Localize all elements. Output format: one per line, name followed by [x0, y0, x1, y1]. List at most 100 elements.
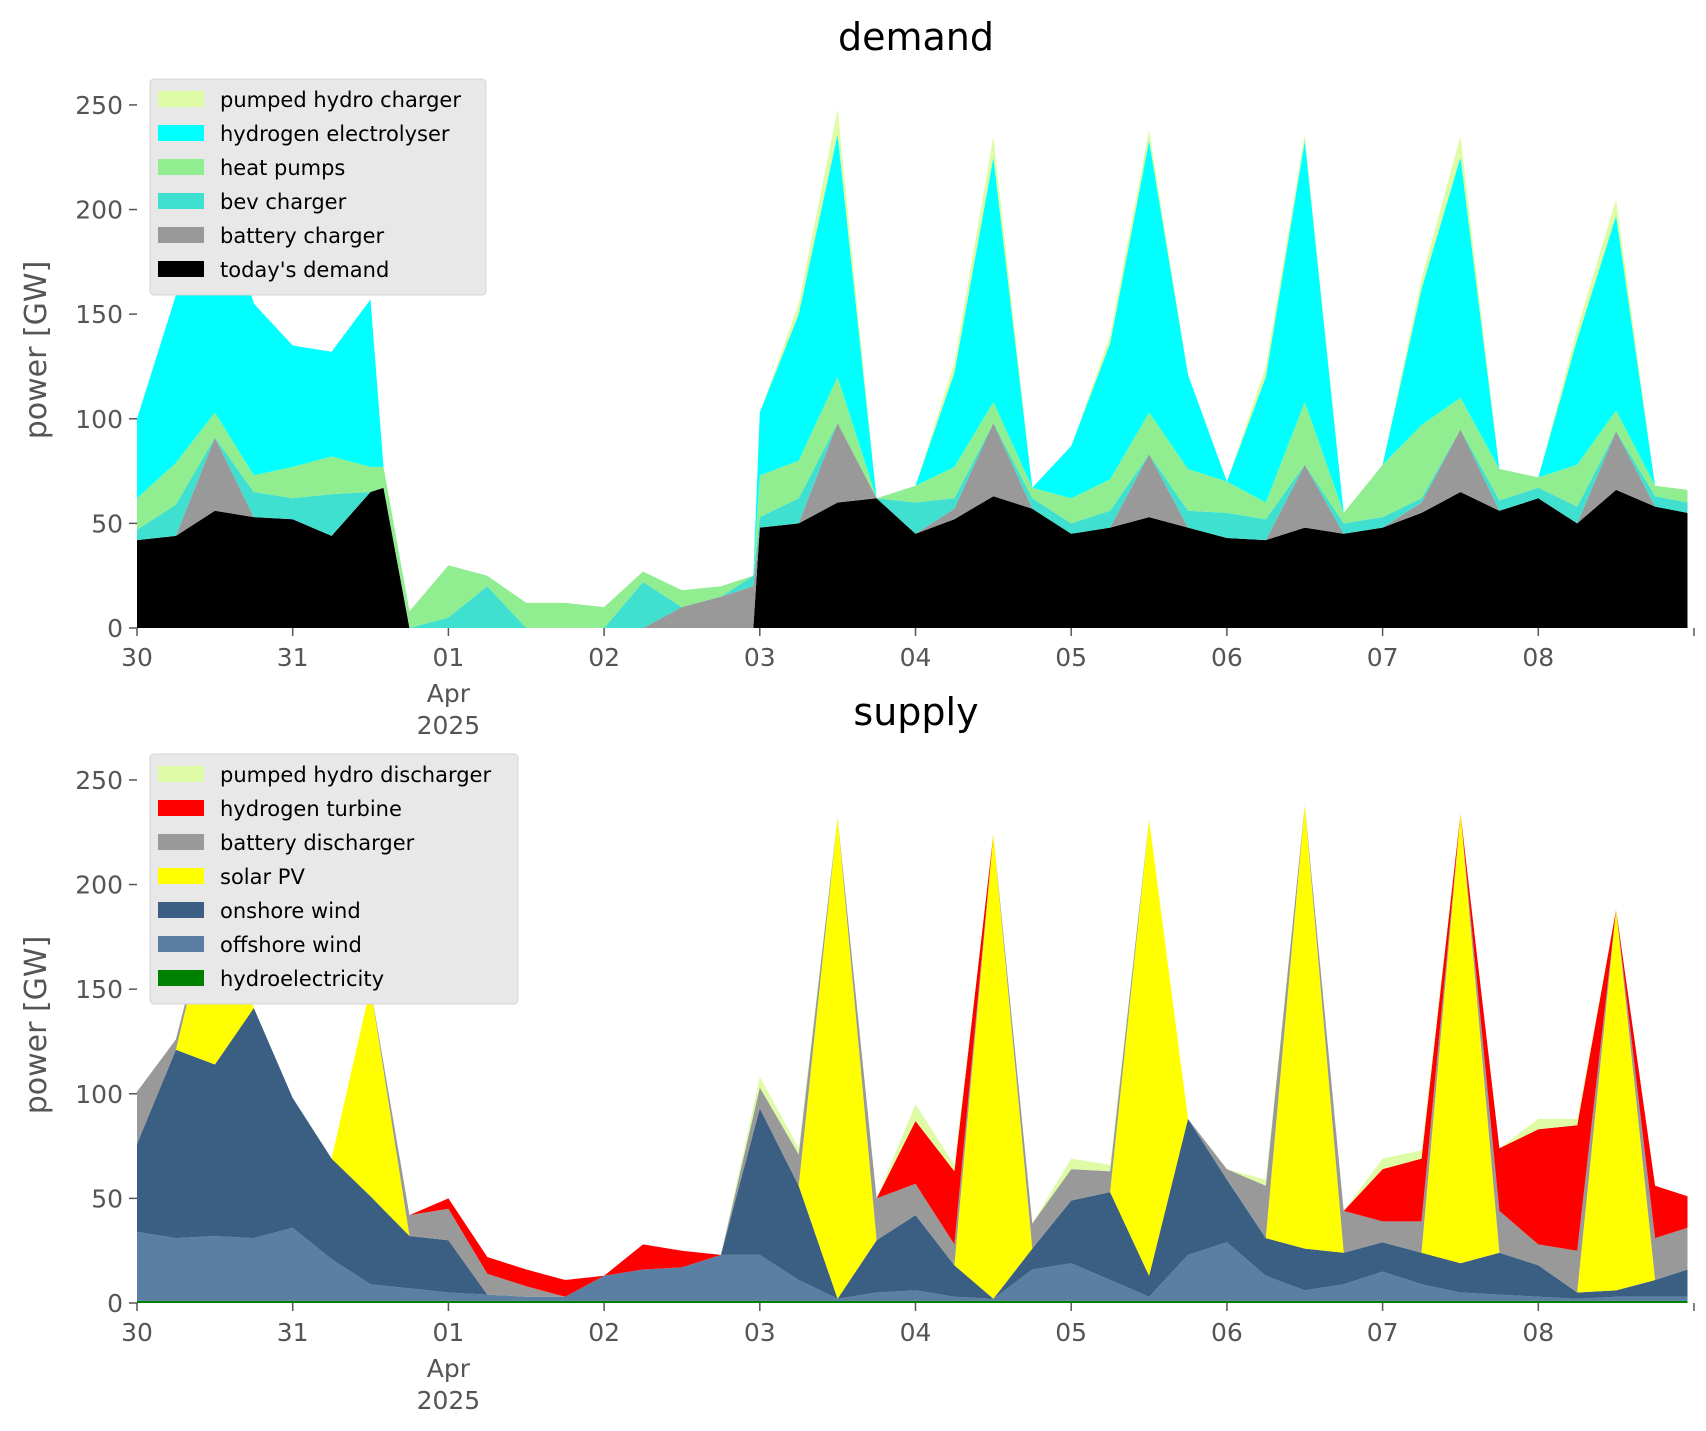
y-axis: 0 50 100 150 200 250 [75, 766, 137, 1318]
x-axis: 30 31 01 Apr 2025 02 03 04 05 06 07 08 [121, 1303, 1695, 1415]
x-tick-label: 08 [1522, 643, 1554, 672]
legend-entry-battery-discharger: battery discharger [158, 831, 415, 855]
legend-swatch [158, 227, 204, 243]
legend-label: heat pumps [220, 156, 345, 180]
legend-label: onshore wind [220, 899, 361, 923]
x-tick-label: 31 [277, 643, 309, 672]
x-tick-label: 30 [121, 643, 153, 672]
x-axis: 30 31 01 Apr 2025 02 03 04 05 06 07 08 [121, 628, 1695, 740]
legend-entry-pumped-hydro-charger: pumped hydro charger [158, 88, 461, 112]
legend-swatch [158, 193, 204, 209]
x-tick-label: 02 [588, 1318, 620, 1347]
y-axis: 0 50 100 150 200 250 [75, 91, 137, 643]
x-tick-label: 07 [1367, 643, 1399, 672]
legend-label: solar PV [220, 865, 305, 889]
legend-entry-offshore-wind: offshore wind [158, 933, 362, 957]
legend-box [149, 78, 487, 296]
legend-label: battery charger [220, 224, 385, 248]
legend-swatch [158, 970, 204, 986]
legend-entry-today-s-demand: today's demand [158, 258, 389, 282]
legend-entry-hydrogen-turbine: hydrogen turbine [158, 797, 402, 821]
legend-box [149, 753, 519, 1005]
area-heat-pumps [137, 376, 1688, 628]
legend-entry-heat-pumps: heat pumps [158, 156, 345, 180]
x-tick-sublabel: 2025 [417, 1386, 481, 1415]
legend-entry-battery-charger: battery charger [158, 224, 385, 248]
legend-swatch [158, 261, 204, 277]
x-tick-label: 05 [1055, 1318, 1087, 1347]
x-tick-sublabel: Apr [427, 1354, 471, 1383]
y-tick-label: 0 [107, 614, 123, 643]
legend-label: pumped hydro charger [220, 88, 461, 112]
legend-entry-hydrogen-electrolyser: hydrogen electrolyser [158, 122, 450, 146]
y-tick-label: 0 [107, 1289, 123, 1318]
x-tick-label: 04 [900, 643, 932, 672]
y-tick-label: 250 [75, 91, 123, 120]
legend: pumped hydro discharger hydrogen turbine b… [149, 753, 519, 1005]
legend-swatch [158, 868, 204, 884]
legend-swatch [158, 834, 204, 850]
legend-label: pumped hydro discharger [220, 763, 491, 787]
legend-swatch [158, 936, 204, 952]
legend: pumped hydro charger hydrogen electrolyse… [149, 78, 487, 296]
area-onshore-wind [137, 1008, 1688, 1299]
legend-label: bev charger [220, 190, 347, 214]
y-tick-label: 50 [91, 509, 123, 538]
legend-entry-onshore-wind: onshore wind [158, 899, 361, 923]
x-tick-label: 06 [1211, 643, 1243, 672]
y-tick-label: 250 [75, 766, 123, 795]
area-layer [137, 109, 1688, 628]
legend-swatch [158, 902, 204, 918]
legend-entry-pumped-hydro-discharger: pumped hydro discharger [158, 763, 491, 787]
area-bev-charger [137, 423, 1688, 628]
legend-label: hydroelectricity [220, 967, 384, 991]
y-axis-label: power [GW] [19, 261, 54, 440]
legend-swatch [158, 159, 204, 175]
legend-label: offshore wind [220, 933, 362, 957]
x-tick-label: 02 [588, 643, 620, 672]
area-battery-discharger [137, 805, 1688, 1297]
area-solar-pv [137, 805, 1688, 1299]
legend-swatch [158, 766, 204, 782]
x-tick-label: 08 [1522, 1318, 1554, 1347]
y-tick-label: 200 [75, 871, 123, 900]
x-tick-label: 01 [432, 1318, 464, 1347]
x-tick-label: 07 [1367, 1318, 1399, 1347]
legend-label: battery discharger [220, 831, 415, 855]
x-tick-label: 05 [1055, 643, 1087, 672]
x-tick-label: 03 [744, 643, 776, 672]
y-tick-label: 50 [91, 1184, 123, 1213]
legend-swatch [158, 91, 204, 107]
area-layer [137, 805, 1688, 1303]
x-tick-label: 30 [121, 1318, 153, 1347]
area-offshore-wind [137, 1227, 1688, 1301]
y-tick-label: 100 [75, 1080, 123, 1109]
legend-entry-bev-charger: bev charger [158, 190, 347, 214]
area-hydrogen-electrolyser [137, 134, 1688, 612]
y-tick-label: 200 [75, 196, 123, 225]
legend-label: hydrogen turbine [220, 797, 402, 821]
y-tick-label: 100 [75, 405, 123, 434]
area-hydroelectricity [137, 1300, 1688, 1303]
x-tick-label: 04 [900, 1318, 932, 1347]
x-tick-label: 31 [277, 1318, 309, 1347]
legend-swatch [158, 800, 204, 816]
chart-title: supply [853, 690, 978, 734]
chart-title: demand [838, 15, 994, 59]
x-tick-label: 01 [432, 643, 464, 672]
x-tick-sublabel: Apr [427, 679, 471, 708]
x-tick-sublabel: 2025 [417, 711, 481, 740]
y-tick-label: 150 [75, 975, 123, 1004]
x-tick-label: 06 [1211, 1318, 1243, 1347]
legend-label: hydrogen electrolyser [220, 122, 450, 146]
x-tick-label: 03 [744, 1318, 776, 1347]
legend-swatch [158, 125, 204, 141]
y-axis-label: power [GW] [19, 936, 54, 1115]
y-tick-label: 150 [75, 300, 123, 329]
legend-entry-hydroelectricity: hydroelectricity [158, 967, 384, 991]
legend-entry-solar-pv: solar PV [158, 865, 305, 889]
area-today-s-demand [137, 487, 1688, 628]
